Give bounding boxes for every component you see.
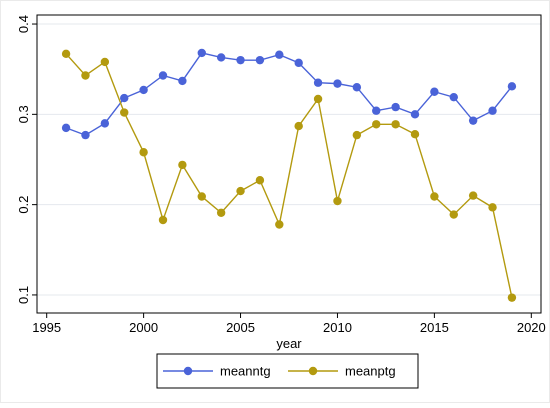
plot-area-frame bbox=[36, 14, 542, 314]
data-point bbox=[507, 293, 517, 302]
data-point bbox=[216, 208, 226, 217]
series-layer bbox=[61, 48, 517, 302]
data-point bbox=[313, 94, 323, 104]
data-point bbox=[391, 102, 400, 112]
data-point bbox=[333, 196, 342, 206]
legend-label: meanptg bbox=[345, 364, 396, 379]
data-point bbox=[352, 83, 362, 92]
data-point bbox=[449, 210, 458, 219]
data-point bbox=[139, 148, 148, 157]
data-point bbox=[236, 186, 245, 196]
legend-item: meanntg bbox=[163, 364, 271, 379]
data-point bbox=[449, 92, 458, 102]
data-point bbox=[236, 55, 245, 65]
data-point bbox=[275, 220, 284, 229]
x-tick-label: 1995 bbox=[32, 320, 61, 335]
legend: meanntg meanptg bbox=[156, 353, 419, 389]
data-point bbox=[294, 58, 303, 68]
x-tick-label: 2005 bbox=[226, 320, 255, 335]
y-tick-label: 0.1 bbox=[16, 286, 31, 304]
y-tick-label: 0.3 bbox=[16, 105, 31, 123]
data-point bbox=[81, 130, 90, 140]
data-point bbox=[197, 192, 206, 201]
data-point bbox=[61, 123, 71, 133]
data-point bbox=[255, 176, 265, 185]
y-axis: 0.1 0.2 0.3 0.4 bbox=[16, 15, 37, 304]
data-point bbox=[178, 160, 187, 170]
data-point bbox=[333, 79, 342, 88]
data-point bbox=[216, 53, 226, 62]
series-line bbox=[65, 53, 513, 298]
legend-marker bbox=[308, 366, 318, 376]
data-point bbox=[430, 192, 439, 201]
data-point bbox=[294, 121, 303, 131]
data-point bbox=[468, 191, 478, 200]
data-point bbox=[197, 48, 206, 58]
data-point bbox=[120, 93, 129, 103]
x-axis-label: year bbox=[276, 336, 302, 351]
data-point bbox=[488, 106, 497, 115]
data-point bbox=[139, 85, 148, 95]
data-point bbox=[372, 120, 381, 129]
data-point bbox=[100, 57, 110, 67]
x-axis: 1995 2000 2005 2010 2015 2020 bbox=[32, 313, 546, 335]
data-point bbox=[313, 78, 323, 87]
legend-marker bbox=[183, 366, 193, 376]
data-point bbox=[81, 71, 90, 80]
data-point bbox=[178, 76, 187, 86]
data-point bbox=[430, 87, 439, 96]
x-tick-label: 2000 bbox=[129, 320, 158, 335]
data-point bbox=[372, 106, 381, 115]
data-point bbox=[120, 108, 129, 117]
data-point bbox=[410, 110, 420, 119]
series-meanntg bbox=[61, 48, 517, 140]
legend-item: meanptg bbox=[288, 364, 396, 379]
data-point bbox=[158, 215, 168, 225]
data-point bbox=[468, 116, 478, 125]
x-tick-label: 2010 bbox=[323, 320, 352, 335]
data-point bbox=[100, 119, 110, 128]
data-point bbox=[352, 130, 362, 140]
data-point bbox=[507, 82, 517, 91]
data-point bbox=[391, 120, 400, 129]
data-point bbox=[410, 130, 420, 139]
data-point bbox=[61, 49, 71, 59]
y-tick-label: 0.2 bbox=[16, 196, 31, 214]
legend-label: meanntg bbox=[220, 364, 271, 379]
y-tick-label: 0.4 bbox=[16, 15, 31, 33]
data-point bbox=[275, 50, 284, 59]
data-point bbox=[255, 55, 265, 65]
x-tick-label: 2015 bbox=[420, 320, 449, 335]
series-meanptg bbox=[61, 49, 517, 302]
data-point bbox=[488, 203, 497, 212]
data-point bbox=[158, 71, 168, 80]
x-tick-label: 2020 bbox=[517, 320, 546, 335]
